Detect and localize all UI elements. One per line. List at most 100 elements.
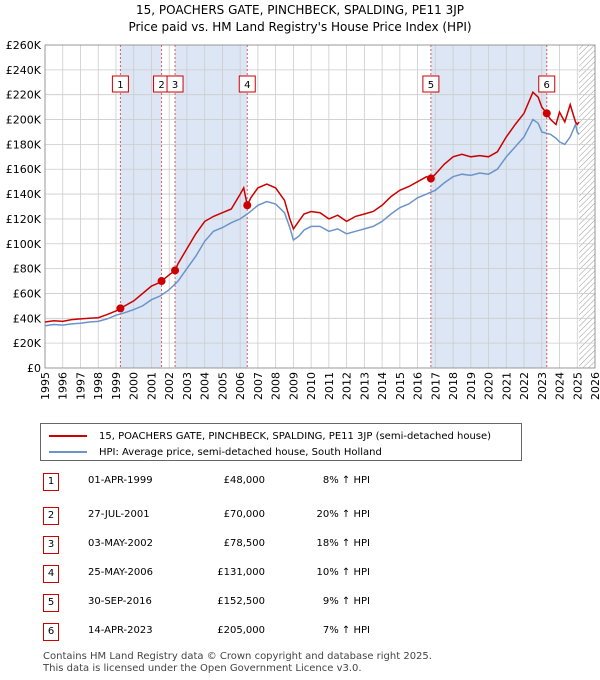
transaction-price: £78,500 — [223, 538, 265, 549]
transaction-marker-5 — [426, 174, 435, 183]
chart-legend: 15, POACHERS GATE, PINCHBECK, SPALDING, … — [40, 423, 522, 461]
x-tick-label: 2022 — [518, 372, 531, 400]
transaction-hpi-diff: 18% ↑ HPI — [316, 538, 370, 549]
y-tick-label: £20K — [13, 337, 42, 350]
x-tick-label: 1996 — [57, 372, 70, 400]
x-tick-label: 2000 — [128, 372, 141, 400]
x-tick-label: 1995 — [39, 372, 52, 400]
transaction-box-1 — [111, 75, 129, 93]
x-tick-label: 2009 — [287, 372, 300, 400]
transaction-date: 14-APR-2023 — [88, 625, 153, 636]
x-tick-label: 2019 — [465, 372, 478, 400]
x-tick-label: 2002 — [163, 372, 176, 400]
chart-title-address: 15, POACHERS GATE, PINCHBECK, SPALDING, … — [135, 3, 465, 17]
y-tick-label: £240K — [6, 64, 42, 77]
chart-subtitle: Price paid vs. HM Land Registry's House … — [128, 20, 472, 34]
transaction-number: 1 — [43, 473, 59, 491]
x-tick-label: 2016 — [412, 372, 425, 400]
legend-item-hpi: HPI: Average price, semi-detached house,… — [49, 444, 382, 460]
transaction-row: 1 01-APR-1999 £48,000 8% ↑ HPI — [0, 473, 600, 493]
shaded-period-2 — [175, 45, 248, 368]
y-tick-label: £0 — [27, 362, 41, 375]
transaction-hpi-diff: 8% ↑ HPI — [322, 475, 370, 486]
footer-copyright: Contains HM Land Registry data © Crown c… — [43, 651, 432, 662]
transaction-number: 5 — [43, 594, 59, 612]
transaction-date: 01-APR-1999 — [88, 475, 153, 486]
y-tick-label: £220K — [6, 89, 42, 102]
x-tick-label: 2003 — [181, 372, 194, 400]
y-tick-label: £40K — [13, 312, 42, 325]
transaction-date: 27-JUL-2001 — [88, 509, 150, 520]
x-tick-label: 2007 — [252, 372, 265, 400]
x-tick-label: 2024 — [554, 372, 567, 400]
x-tick-label: 2005 — [216, 372, 229, 400]
y-tick-label: £140K — [6, 188, 42, 201]
transaction-box-6 — [538, 75, 556, 93]
x-tick-label: 1998 — [92, 372, 105, 400]
y-tick-label: £100K — [6, 238, 42, 251]
legend-item-price: 15, POACHERS GATE, PINCHBECK, SPALDING, … — [49, 428, 491, 444]
x-tick-label: 2018 — [447, 372, 460, 400]
transaction-marker-6 — [542, 109, 551, 118]
transaction-hpi-diff: 9% ↑ HPI — [322, 596, 370, 607]
x-tick-label: 2013 — [358, 372, 371, 400]
x-tick-label: 2021 — [500, 372, 513, 400]
y-tick-label: £200K — [6, 114, 42, 127]
transaction-hpi-diff: 7% ↑ HPI — [322, 625, 370, 636]
x-tick-label: 2025 — [571, 372, 584, 400]
transaction-hpi-diff: 20% ↑ HPI — [316, 509, 370, 520]
x-tick-label: 2006 — [234, 372, 247, 400]
transaction-row: 2 27-JUL-2001 £70,000 20% ↑ HPI — [0, 507, 600, 527]
x-tick-label: 2020 — [483, 372, 496, 400]
x-tick-label: 2023 — [536, 372, 549, 400]
transaction-price: £48,000 — [223, 475, 265, 486]
transaction-box-label-2: 2 — [158, 80, 164, 91]
transaction-number: 6 — [43, 623, 59, 641]
transaction-hpi-diff: 10% ↑ HPI — [316, 567, 370, 578]
transaction-box-label-3: 3 — [172, 80, 178, 91]
transaction-row: 3 03-MAY-2002 £78,500 18% ↑ HPI — [0, 536, 600, 556]
transaction-date: 25-MAY-2006 — [88, 567, 154, 578]
plot-border — [44, 44, 596, 369]
legend-swatch-hpi — [49, 451, 87, 453]
transaction-price: £70,000 — [223, 509, 265, 520]
x-tick-label: 2008 — [270, 372, 283, 400]
y-tick-label: £260K — [6, 39, 42, 52]
price-chart: £0 £20K £40K £60K £80K £100K £120K £140K £160K £1… — [6, 39, 600, 400]
shaded-period-1 — [120, 45, 162, 368]
transaction-box-5 — [422, 75, 440, 93]
transaction-price: £205,000 — [217, 625, 265, 636]
footer-licence: This data is licensed under the Open Gov… — [43, 663, 362, 674]
transaction-marker-2 — [157, 277, 166, 286]
transaction-box-4 — [238, 75, 256, 93]
transaction-box-label-4: 4 — [244, 80, 250, 91]
x-tick-label: 2012 — [341, 372, 354, 400]
x-tick-label: 1999 — [110, 372, 123, 400]
transaction-row: 6 14-APR-2023 £205,000 7% ↑ HPI — [0, 623, 600, 643]
transaction-marker-4 — [243, 201, 252, 210]
transaction-row: 5 30-SEP-2016 £152,500 9% ↑ HPI — [0, 594, 600, 614]
transaction-date: 03-MAY-2002 — [88, 538, 154, 549]
x-tick-label: 2004 — [199, 372, 212, 400]
price-series-line — [44, 90, 580, 323]
transaction-date: 30-SEP-2016 — [88, 596, 152, 607]
y-tick-label: £180K — [6, 138, 42, 151]
y-tick-label: £80K — [13, 263, 42, 276]
transaction-row: 4 25-MAY-2006 £131,000 10% ↑ HPI — [0, 565, 600, 585]
x-tick-label: 2010 — [305, 372, 318, 400]
transaction-number: 4 — [43, 565, 59, 583]
legend-label-hpi: HPI: Average price, semi-detached house,… — [99, 446, 382, 458]
legend-label-price: 15, POACHERS GATE, PINCHBECK, SPALDING, … — [99, 430, 492, 442]
transaction-price: £131,000 — [217, 567, 265, 578]
x-tick-label: 2026 — [589, 372, 600, 400]
y-tick-label: £120K — [6, 213, 42, 226]
x-tick-label: 2001 — [145, 372, 158, 400]
x-tick-label: 2011 — [323, 372, 336, 400]
transaction-number: 2 — [43, 507, 59, 525]
y-tick-label: £160K — [6, 163, 42, 176]
x-tick-label: 2014 — [376, 372, 389, 400]
legend-swatch-price — [49, 435, 87, 437]
transaction-box-label-6: 6 — [544, 80, 550, 91]
future-hatch-region — [579, 45, 595, 368]
transaction-box-label-5: 5 — [428, 80, 434, 91]
